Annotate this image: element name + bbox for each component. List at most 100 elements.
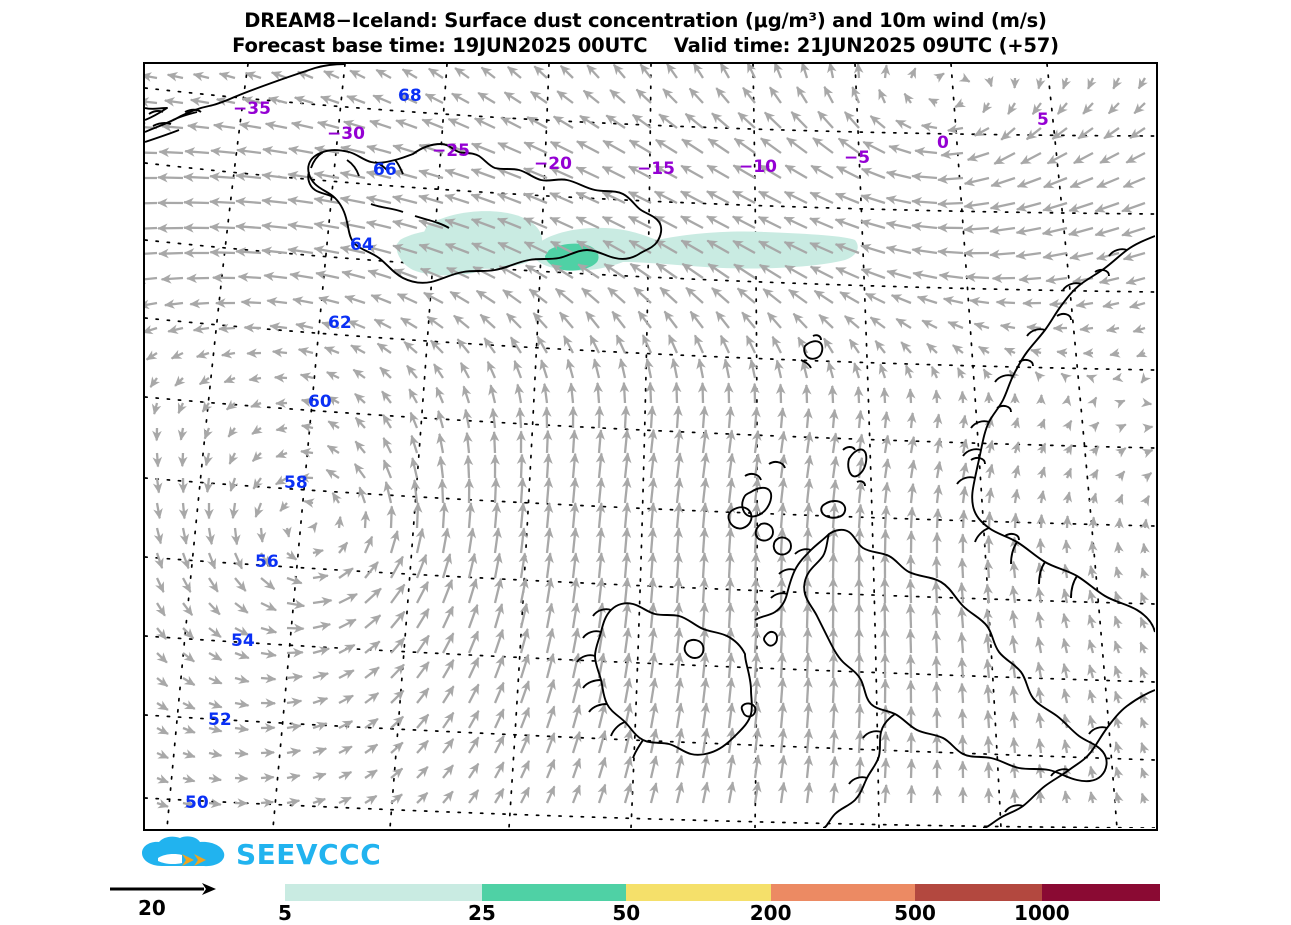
- wind-arrow: [209, 197, 236, 207]
- wind-arrow: [775, 383, 786, 404]
- wind-arrow: [441, 553, 452, 579]
- wind-arrow: [182, 602, 194, 616]
- wind-arrow: [576, 140, 600, 155]
- wind-arrow: [1018, 274, 1042, 284]
- wind-arrow: [685, 286, 704, 304]
- wind-arrow: [426, 315, 444, 329]
- wind-arrow: [514, 383, 525, 404]
- wind-arrow: [569, 477, 580, 504]
- wind-arrow: [312, 596, 333, 607]
- colorbar-tick-labels: 5 25 50 200 500 1000: [278, 901, 1160, 925]
- wind-arrow: [648, 652, 658, 679]
- wind-arrow: [155, 602, 166, 617]
- wind-arrow: [163, 299, 184, 309]
- wind-arrow: [390, 663, 405, 679]
- wind-arrow: [758, 263, 782, 279]
- wind-arrow: [279, 500, 291, 512]
- wind-arrow: [321, 320, 340, 331]
- wind-arrow: [1088, 516, 1098, 529]
- wind-arrow: [364, 769, 378, 780]
- wind-arrow: [331, 492, 342, 504]
- wind-arrow: [931, 389, 942, 404]
- wind-arrow: [956, 367, 967, 379]
- wind-arrow: [851, 86, 861, 104]
- wind-arrow: [957, 557, 968, 579]
- wind-arrow: [1060, 372, 1072, 384]
- wind-arrow: [467, 683, 480, 704]
- wind-arrow: [776, 552, 787, 579]
- wind-arrow: [365, 244, 392, 255]
- wind-arrow: [1034, 371, 1046, 383]
- wind-arrow: [984, 487, 995, 504]
- wind-arrow: [180, 552, 190, 570]
- wind-arrow: [878, 363, 888, 379]
- wind-arrow: [493, 603, 504, 629]
- wind-arrow: [1113, 665, 1123, 679]
- wind-arrow: [471, 242, 496, 255]
- wind-arrow: [467, 630, 480, 654]
- wind-arrow: [251, 424, 263, 435]
- wind-arrow: [286, 747, 302, 758]
- wind-arrow: [382, 459, 393, 479]
- wind-arrow: [750, 602, 761, 629]
- wind-arrow: [647, 602, 658, 629]
- wind-arrow: [620, 405, 631, 429]
- wind-arrow: [595, 429, 605, 454]
- wind-arrow: [602, 139, 626, 155]
- wind-arrow: [837, 137, 860, 154]
- wind-arrow: [287, 246, 314, 256]
- wind-arrow: [700, 677, 710, 704]
- wind-arrow: [958, 509, 969, 529]
- wind-arrow: [391, 194, 418, 205]
- wind-arrow: [312, 772, 327, 782]
- wind-arrow: [1042, 250, 1068, 261]
- wind-arrow: [914, 146, 938, 157]
- wind-arrow: [737, 111, 756, 129]
- wind-arrow: [313, 245, 340, 255]
- wind-arrow: [629, 262, 652, 279]
- logo-text: SEEVCCC: [236, 838, 382, 871]
- wind-arrow: [1051, 127, 1068, 140]
- wind-arrow: [649, 728, 659, 754]
- wind-arrow: [611, 310, 626, 329]
- wind-arrow: [542, 429, 553, 454]
- colorbar-tick-500: 500: [894, 901, 936, 925]
- wind-arrow: [437, 478, 448, 504]
- wind-arrow: [300, 397, 314, 408]
- wind-arrow: [447, 117, 470, 130]
- wind-arrow: [895, 119, 912, 130]
- wind-arrow: [1042, 176, 1068, 189]
- wind-arrow: [751, 652, 761, 679]
- wind-arrow: [364, 692, 380, 704]
- wind-arrow: [444, 193, 470, 205]
- wind-arrow: [350, 344, 366, 355]
- wind-arrow: [1140, 767, 1150, 779]
- wind-arrow: [416, 766, 429, 779]
- wind-arrow: [442, 790, 454, 804]
- wind-arrow: [567, 382, 577, 404]
- wind-arrow: [963, 176, 990, 187]
- wind-arrow: [592, 358, 602, 379]
- wind-arrow: [1069, 251, 1094, 261]
- wind-arrow: [313, 170, 340, 180]
- wind-arrow: [810, 164, 834, 180]
- wind-arrow: [1140, 397, 1153, 408]
- wind-arrow: [1140, 716, 1150, 729]
- wind-arrow: [1026, 322, 1042, 333]
- wind-arrow: [959, 462, 969, 479]
- wind-arrow: [596, 602, 606, 629]
- wind-arrow: [235, 196, 262, 207]
- wind-arrow: [907, 482, 917, 504]
- wind-arrow: [416, 608, 430, 629]
- arrow-icon: [182, 854, 194, 866]
- wind-arrow: [444, 218, 470, 230]
- wind-arrow: [273, 373, 288, 383]
- wind-arrow: [1087, 714, 1097, 729]
- wind-arrow: [389, 555, 404, 579]
- wind-arrow: [1035, 712, 1046, 729]
- wind-arrow: [679, 190, 704, 205]
- wind-arrow: [565, 358, 576, 379]
- wind-arrow: [879, 387, 890, 404]
- wind-arrow: [182, 749, 196, 759]
- wind-arrow: [854, 527, 865, 554]
